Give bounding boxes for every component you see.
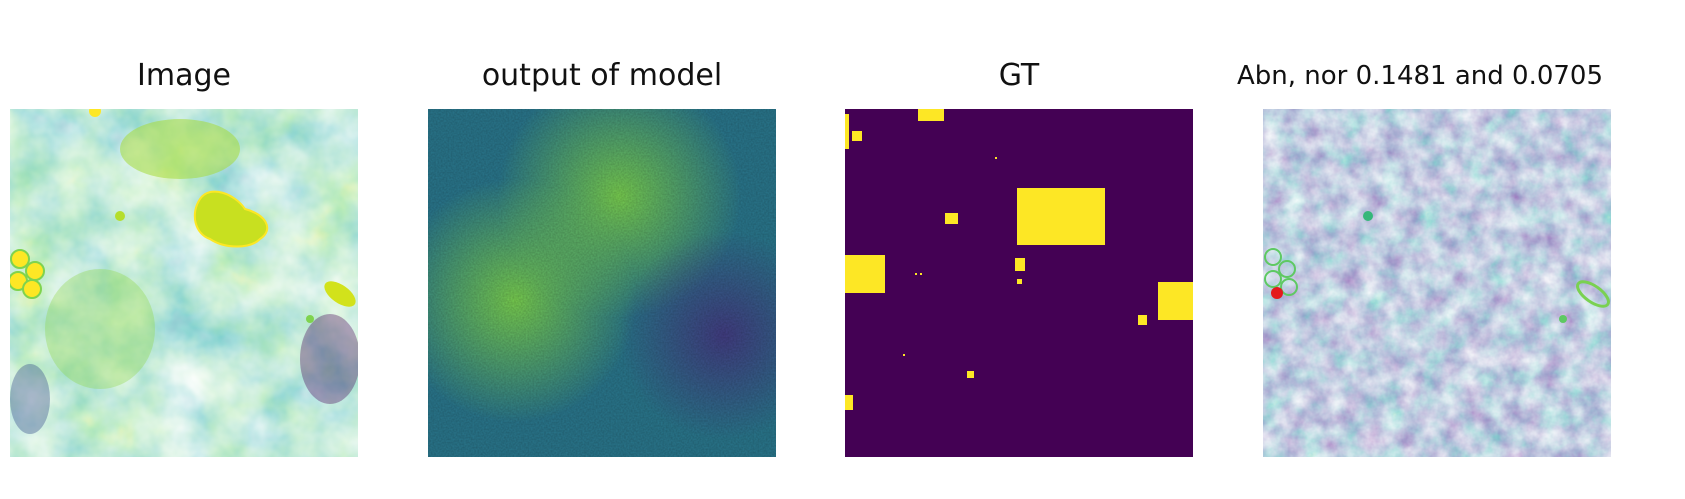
input-image-panel	[10, 109, 358, 457]
panel-title-gt: GT	[998, 58, 1040, 93]
panel-title-model-output: output of model	[481, 58, 723, 93]
anomaly-marker	[1271, 287, 1283, 299]
panel-title-image: Image	[137, 58, 231, 93]
panel-title-anomaly: Abn, nor 0.1481 and 0.0705	[1236, 61, 1604, 91]
anomaly-map-panel	[1263, 109, 1611, 457]
ground-truth-panel	[845, 109, 1193, 457]
model-output-panel	[428, 109, 776, 457]
